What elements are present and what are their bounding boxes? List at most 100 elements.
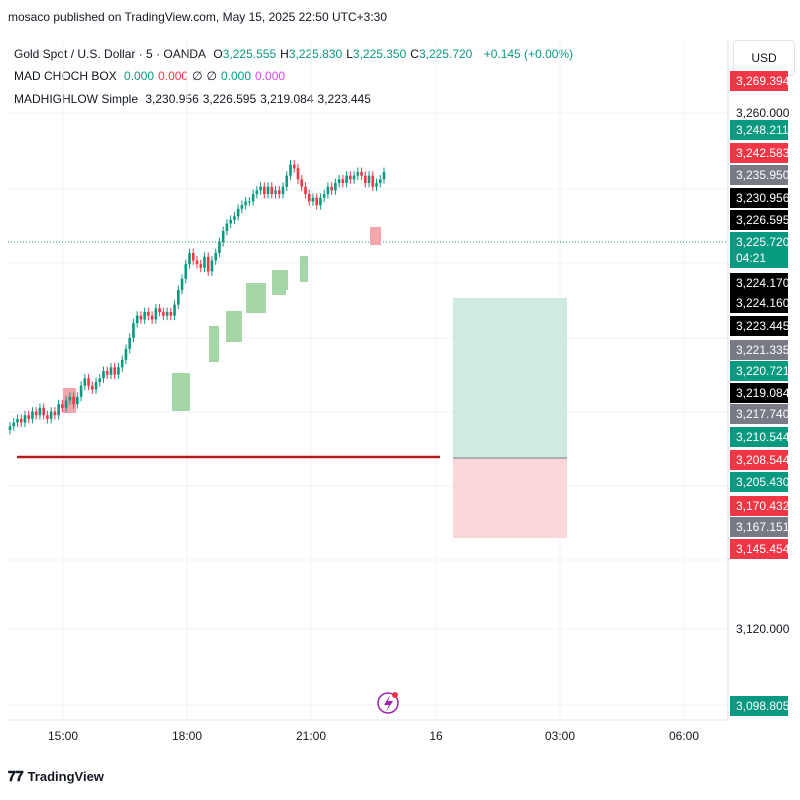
candle-body — [53, 411, 57, 416]
x-tick-label: 03:00 — [545, 729, 575, 743]
choch-box — [172, 373, 190, 411]
candle-body — [199, 264, 203, 268]
x-tick-label: 16 — [429, 729, 443, 743]
price-tag-label: 3,225.720 — [736, 235, 790, 249]
price-tag — [730, 293, 788, 313]
price-tag-label: 3,248.211 — [736, 123, 789, 137]
candle-body — [98, 378, 102, 383]
candle-body — [326, 186, 330, 195]
candle-body — [90, 385, 94, 390]
price-tag — [730, 517, 788, 537]
candle-body — [34, 411, 38, 416]
indicator-name: MAD CHOCH BOX — [14, 69, 117, 83]
candle-body — [307, 194, 311, 202]
candle-body — [143, 312, 146, 320]
price-tag — [730, 188, 788, 208]
price-tag — [730, 696, 788, 716]
symbol-name: Gold Spot / U.S. Dollar · 5 · OANDA — [14, 47, 207, 61]
candle-body — [177, 289, 180, 305]
candle-body — [169, 312, 173, 316]
choch-box — [300, 256, 308, 282]
candle-body — [221, 230, 225, 242]
ohlc-label: C — [410, 47, 419, 61]
x-tick-label: 21:00 — [296, 729, 326, 743]
candle-body — [244, 201, 247, 206]
candle-body — [240, 205, 244, 209]
price-tag-label: 3,235.950 — [736, 168, 790, 182]
candle-body — [61, 404, 64, 408]
candle-body — [263, 186, 266, 195]
candle-body — [270, 186, 274, 195]
indicator-value: 3,226.595 — [202, 92, 257, 106]
price-tag-label: 3,170.432 — [736, 499, 790, 513]
price-tag — [730, 472, 788, 492]
candle-body — [195, 260, 199, 265]
price-tag — [730, 232, 788, 268]
tradingview-logo[interactable]: 𝟕𝟕 TradingView — [8, 768, 104, 785]
indicator-madhighlow[interactable]: MADHIGHLOW Simple 3,230.956 3,226.595 3,21… — [14, 92, 379, 106]
candle-body — [72, 396, 75, 405]
candle-body — [105, 371, 109, 375]
price-tag-label: 3,221.335 — [736, 343, 790, 357]
candle-body — [12, 422, 16, 427]
candle-body — [191, 253, 195, 261]
candle-body — [218, 242, 221, 254]
price-tag-label: 3,217.740 — [736, 407, 790, 421]
price-tag — [730, 143, 788, 163]
candle-body — [184, 264, 188, 279]
brand-name: TradingView — [27, 769, 104, 784]
candle-body — [236, 208, 240, 217]
candle-body — [345, 175, 348, 184]
price-tag-label: 3,098.805 — [736, 699, 790, 713]
candle-body — [57, 404, 60, 416]
price-tag-label: 3,224.170 — [736, 276, 790, 290]
candle-body — [274, 190, 277, 195]
candle-body — [259, 186, 262, 191]
candle-body — [79, 385, 83, 397]
currency-button[interactable]: USD — [733, 40, 795, 76]
candle-body — [64, 400, 68, 408]
candle-body — [229, 219, 232, 224]
candle-body — [322, 194, 326, 198]
indicator-value: ∅ — [192, 69, 203, 83]
lightning-bolt-icon — [384, 695, 393, 712]
ohlc-label: H — [280, 47, 289, 61]
price-tag — [730, 316, 788, 336]
y-tick-label: 3,260.000 — [736, 106, 790, 120]
candle-body — [225, 223, 229, 231]
choch-box — [280, 270, 288, 290]
candle-body — [330, 186, 333, 191]
price-tag-label: 3,219.084 — [736, 386, 790, 400]
price-tag-label: 3,223.445 — [736, 319, 790, 333]
ohlc-values: O3,225.555 H3,225.830 L3,225.350 C3,225.720 — [213, 47, 476, 61]
choch-box — [370, 227, 381, 245]
symbol-legend[interactable]: Gold Spot / U.S. Dollar · 5 · OANDA O3,2… — [14, 47, 577, 61]
candle-body — [117, 367, 120, 375]
price-tag-label: 3,205.430 — [736, 475, 790, 489]
price-tag — [730, 210, 788, 230]
candle-body — [203, 256, 206, 268]
candle-body — [341, 179, 345, 184]
indicator-mad-choch-box[interactable]: MAD CHOCH BOX 0.000 0.000 ∅ ∅ 0.000 0.000 — [14, 69, 293, 83]
price-tag — [730, 496, 788, 516]
candle-body — [68, 396, 72, 401]
candle-body — [139, 315, 143, 320]
price-tag — [730, 361, 788, 381]
stop-loss-zone — [453, 458, 567, 538]
price-tag — [730, 404, 788, 424]
candle-body — [188, 253, 191, 265]
candle-body — [255, 190, 259, 195]
candle-body — [285, 175, 289, 187]
candle-body — [300, 179, 304, 187]
price-tag-label: 3,208.544 — [736, 453, 790, 467]
ohlc-value: 3,225.555 — [222, 47, 277, 61]
price-tag-label: 3,220.721 — [736, 364, 790, 378]
candle-body — [76, 396, 79, 405]
candle-body — [83, 378, 87, 386]
candle-body — [266, 186, 270, 195]
candle-body — [124, 348, 128, 360]
candle-body — [109, 367, 113, 375]
price-tag-label: 3,269.394 — [736, 74, 790, 88]
price-tag-label: 3,145.454 — [736, 542, 790, 556]
